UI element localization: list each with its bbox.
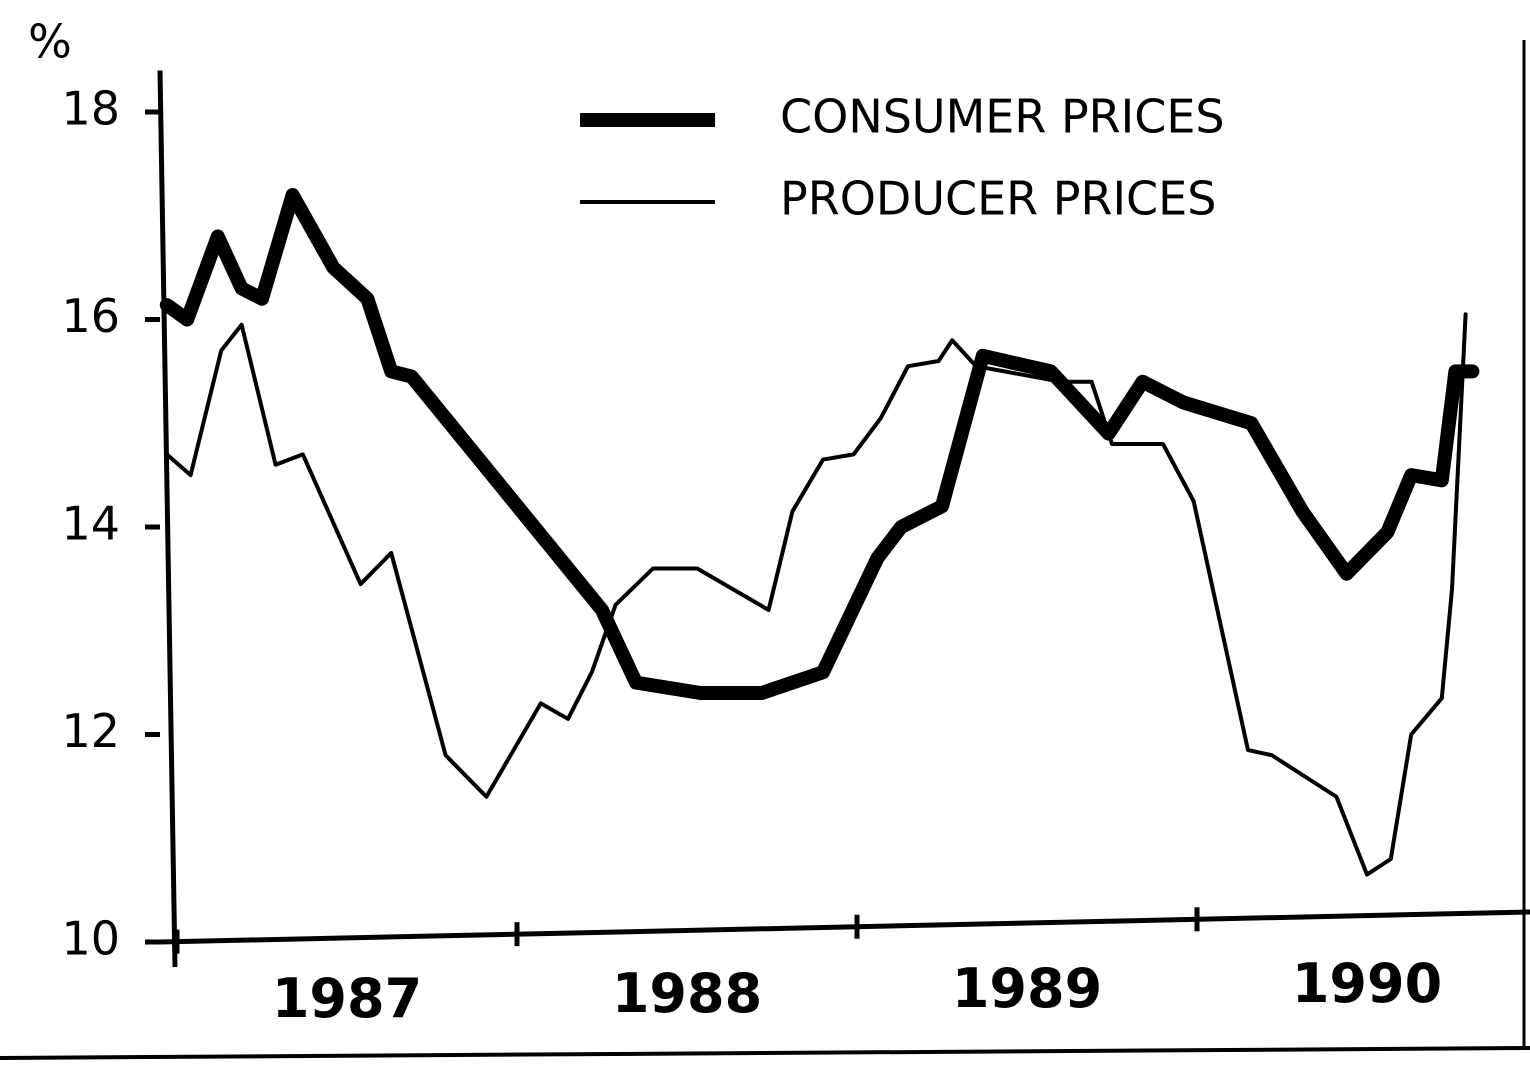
series-line (159, 188, 1480, 700)
x-tick-label: 1989 (952, 957, 1102, 1020)
y-tick-label: 16 (61, 289, 120, 343)
x-tick-label: 1987 (272, 967, 422, 1030)
x-tick-label: 1988 (612, 962, 762, 1025)
y-tick-label: 18 (61, 82, 120, 136)
series-line (164, 312, 1468, 877)
legend-label: CONSUMER PRICES (780, 90, 1225, 144)
y-tick-label: 14 (61, 497, 120, 551)
legend-label: PRODUCER PRICES (780, 172, 1216, 226)
y-tick-label: 12 (61, 704, 120, 758)
y-axis (157, 70, 178, 968)
y-axis-label: % (28, 15, 72, 69)
x-axis (159, 909, 1530, 945)
frame-bottom (0, 1046, 1530, 1060)
y-tick-label: 10 (61, 912, 120, 966)
x-tick-label: 1990 (1292, 952, 1442, 1015)
